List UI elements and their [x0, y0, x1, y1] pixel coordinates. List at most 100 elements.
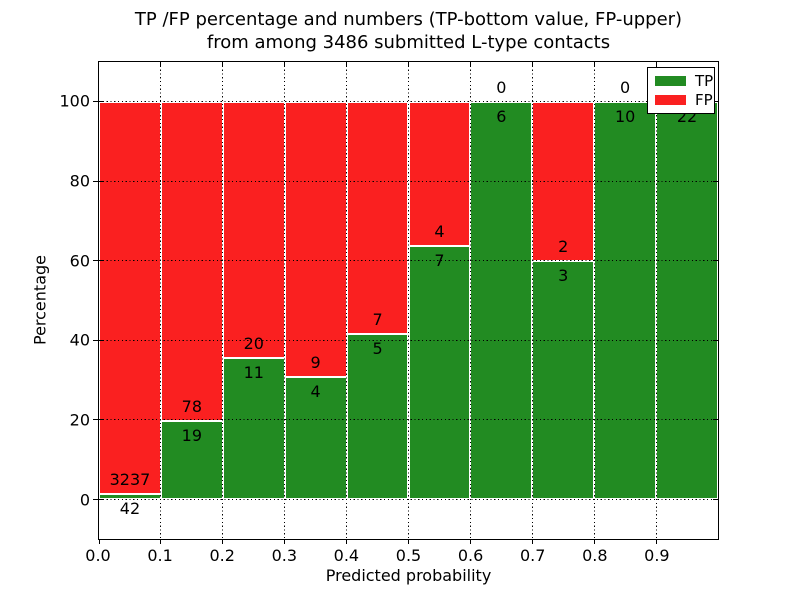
- y-tick-mark: [99, 180, 104, 182]
- x-tick-label: 0.8: [582, 546, 608, 565]
- x-tick-label: 0.5: [395, 546, 422, 565]
- x-tick-mark: [222, 62, 224, 67]
- x-tick-mark: [531, 62, 533, 67]
- grid-layer: [99, 62, 718, 539]
- x-tick-mark: [160, 539, 162, 544]
- y-tick-label: 40: [69, 330, 90, 350]
- chart-title-line2: from among 3486 submitted L-type contact…: [206, 32, 611, 53]
- y-tick-mark: [99, 339, 104, 341]
- x-tick-label: 0.6: [457, 546, 484, 565]
- legend: TP FP: [647, 67, 715, 114]
- y-tick-mark: [93, 419, 98, 421]
- tp-count-label: 42: [119, 499, 141, 519]
- gridline-horizontal: [99, 498, 718, 500]
- x-tick-mark: [593, 62, 595, 67]
- gridline-horizontal: [99, 260, 718, 262]
- fp-count-label: 9: [310, 352, 321, 372]
- y-tick-label: 100: [59, 91, 90, 111]
- tp-bar: [656, 101, 718, 500]
- y-tick-mark: [93, 498, 98, 500]
- fp-bar: [346, 101, 409, 334]
- legend-label-fp: FP: [695, 91, 713, 109]
- x-tick-mark: [408, 539, 409, 544]
- y-tick-label: 60: [69, 251, 90, 271]
- y-tick-mark: [99, 498, 104, 500]
- x-tick-mark: [160, 62, 162, 67]
- x-tick-mark: [98, 539, 100, 544]
- fp-count-label: 3237: [109, 470, 151, 490]
- y-tick-label: 20: [69, 410, 90, 430]
- gridline-vertical: [408, 62, 409, 539]
- fp-count-label: 0: [496, 77, 507, 97]
- gridline-vertical: [284, 62, 286, 539]
- x-tick-mark: [346, 62, 348, 67]
- gridline-vertical: [531, 62, 533, 539]
- fp-count-label: 2: [558, 236, 569, 256]
- bar-count-labels-layer: 323742781920119475470623010022: [99, 62, 718, 539]
- legend-entry-tp: TP: [655, 73, 713, 89]
- x-tick-mark: [284, 62, 286, 67]
- x-tick-mark: [469, 539, 471, 544]
- x-tick-mark: [655, 539, 657, 544]
- x-tick-label: 0.9: [644, 546, 670, 565]
- y-tick-label: 80: [69, 171, 90, 191]
- y-tick-label: 0: [79, 490, 90, 510]
- ticks-layer: [93, 62, 718, 544]
- gridline-vertical: [160, 62, 162, 539]
- tp-count-label: 4: [310, 381, 321, 401]
- x-tick-mark: [222, 539, 224, 544]
- gridline-vertical: [469, 62, 471, 539]
- gridline-horizontal: [99, 419, 718, 421]
- x-tick-mark: [655, 62, 657, 67]
- fp-count-label: 78: [181, 397, 203, 417]
- y-tick-mark: [99, 419, 104, 421]
- fp-count-label: 4: [434, 222, 445, 242]
- y-tick-mark: [93, 101, 98, 103]
- bars-layer: [99, 62, 718, 539]
- y-tick-mark: [713, 339, 718, 341]
- x-tick-label: 0.4: [333, 546, 360, 565]
- y-tick-mark: [93, 339, 98, 341]
- y-tick-mark: [713, 260, 718, 262]
- y-tick-mark: [713, 498, 718, 500]
- chart-title-line1: TP /FP percentage and numbers (TP-bottom…: [134, 9, 683, 30]
- y-tick-mark: [713, 180, 718, 182]
- legend-label-tp: TP: [695, 72, 714, 90]
- tp-bar: [346, 333, 409, 500]
- tp-count-label: 3: [558, 265, 569, 285]
- fp-bar: [284, 101, 347, 377]
- x-tick-mark: [284, 539, 286, 544]
- fp-count-label: 20: [243, 334, 264, 354]
- legend-swatch-tp: [655, 76, 686, 86]
- x-tick-mark: [346, 539, 348, 544]
- x-tick-label: 0.7: [519, 546, 546, 565]
- plot-area: 323742781920119475470623010022 TP FP: [93, 61, 719, 544]
- x-tick-mark: [593, 539, 595, 544]
- gridline-horizontal: [99, 101, 718, 103]
- fp-bar: [160, 101, 223, 422]
- y-tick-mark: [713, 101, 718, 103]
- fp-count-label: 0: [620, 77, 631, 97]
- tp-bar: [284, 376, 347, 500]
- gridline-vertical: [593, 62, 595, 539]
- x-tick-label: 0.3: [271, 546, 298, 565]
- y-tick-mark: [99, 101, 104, 103]
- y-axis-label: Percentage: [30, 254, 50, 346]
- fp-count-label: 7: [372, 309, 383, 329]
- gridline-vertical: [346, 62, 348, 539]
- legend-swatch-fp: [655, 95, 686, 105]
- y-tick-mark: [93, 180, 98, 182]
- x-tick-label: 0.2: [209, 546, 235, 565]
- x-tick-mark: [408, 62, 409, 67]
- tp-count-label: 11: [243, 363, 264, 383]
- tp-count-label: 19: [181, 426, 203, 446]
- tp-count-label: 6: [496, 106, 507, 126]
- gridline-vertical: [222, 62, 224, 539]
- y-tick-mark: [93, 260, 98, 262]
- gridline-horizontal: [99, 180, 718, 182]
- tp-count-label: 5: [372, 338, 383, 358]
- y-tick-mark: [713, 419, 718, 421]
- legend-entry-fp: FP: [655, 92, 713, 108]
- x-axis-label: Predicted probability: [325, 566, 492, 585]
- x-tick-mark: [531, 539, 533, 544]
